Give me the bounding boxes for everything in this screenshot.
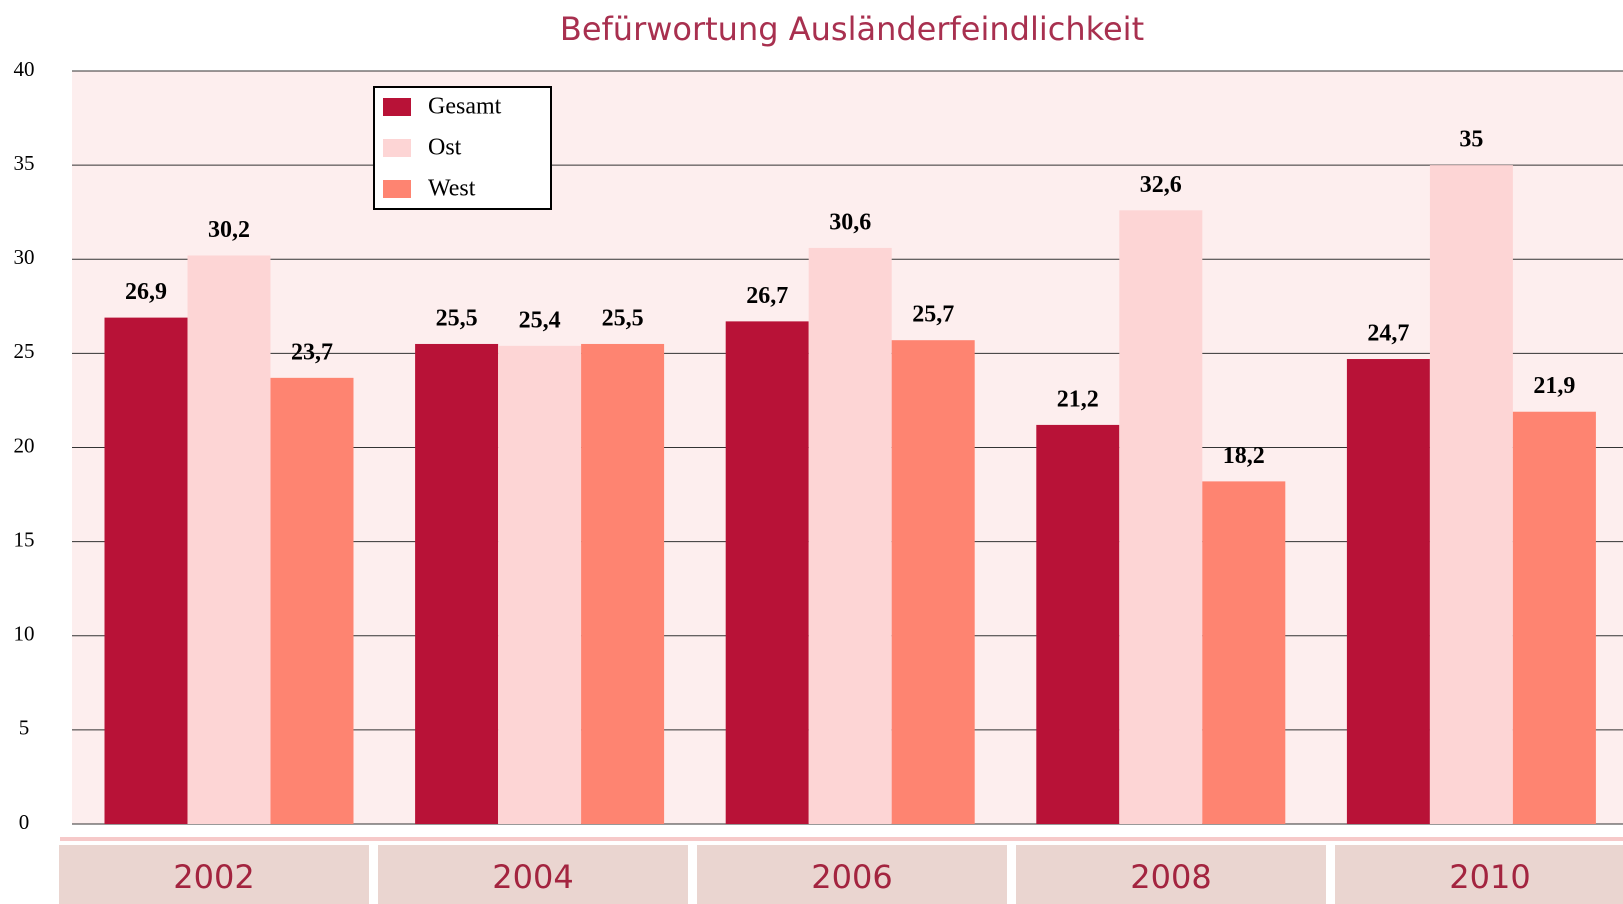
- data-label: 35: [1459, 127, 1483, 153]
- bar: [498, 345, 582, 824]
- data-label: 25,5: [436, 305, 478, 331]
- category-box: [697, 845, 1007, 904]
- y-tick-label: 15: [14, 527, 35, 551]
- x-tick-label: 2006: [811, 858, 892, 896]
- y-tick-label: 5: [19, 716, 30, 740]
- bar: [1429, 165, 1513, 824]
- bar: [270, 377, 354, 824]
- bar: [891, 340, 975, 824]
- bar: [581, 343, 665, 824]
- data-label: 23,7: [291, 339, 333, 365]
- category-box: [1016, 845, 1326, 904]
- data-label: 21,2: [1057, 386, 1099, 412]
- separator: [60, 837, 1623, 841]
- legend-label: Ost: [428, 135, 462, 161]
- bar: [187, 255, 271, 825]
- category-box: [59, 845, 369, 904]
- data-label: 21,9: [1533, 373, 1575, 399]
- x-tick-label: 2002: [173, 858, 254, 896]
- y-tick-label: 40: [14, 57, 35, 81]
- category-box: [378, 845, 688, 904]
- data-label: 18,2: [1223, 443, 1265, 469]
- legend-label: Gesamt: [428, 94, 502, 120]
- bar: [104, 317, 188, 824]
- legend-label: West: [428, 176, 476, 202]
- bar: [1202, 481, 1286, 824]
- y-tick-label: 35: [14, 151, 35, 175]
- bar: [725, 321, 809, 824]
- data-label: 26,7: [746, 283, 788, 309]
- legend-swatch: [383, 180, 411, 198]
- data-label: 26,9: [125, 279, 167, 305]
- data-label: 25,7: [912, 302, 954, 328]
- y-tick-label: 10: [14, 622, 35, 646]
- bar: [415, 343, 499, 824]
- data-label: 25,4: [519, 307, 561, 333]
- bar: [1346, 359, 1430, 824]
- data-label: 30,6: [829, 209, 871, 235]
- bar: [1119, 210, 1203, 824]
- data-label: 24,7: [1367, 321, 1409, 347]
- x-tick-label: 2008: [1130, 858, 1211, 896]
- x-tick-label: 2004: [492, 858, 573, 896]
- legend-swatch: [383, 98, 411, 116]
- bar: [1036, 424, 1120, 824]
- data-label: 25,5: [602, 305, 644, 331]
- bar: [808, 247, 892, 824]
- category-box: [1335, 845, 1623, 904]
- data-label: 30,2: [208, 217, 250, 243]
- chart-title: Befürwortung Ausländerfeindlichkeit: [560, 10, 1144, 48]
- y-tick-label: 20: [14, 433, 35, 457]
- data-label: 32,6: [1140, 172, 1182, 198]
- x-tick-label: 2010: [1449, 858, 1530, 896]
- y-tick-label: 25: [14, 339, 35, 363]
- bar: [1512, 411, 1596, 824]
- legend-swatch: [383, 139, 411, 157]
- y-tick-label: 30: [14, 245, 35, 269]
- y-tick-label: 0: [19, 810, 30, 834]
